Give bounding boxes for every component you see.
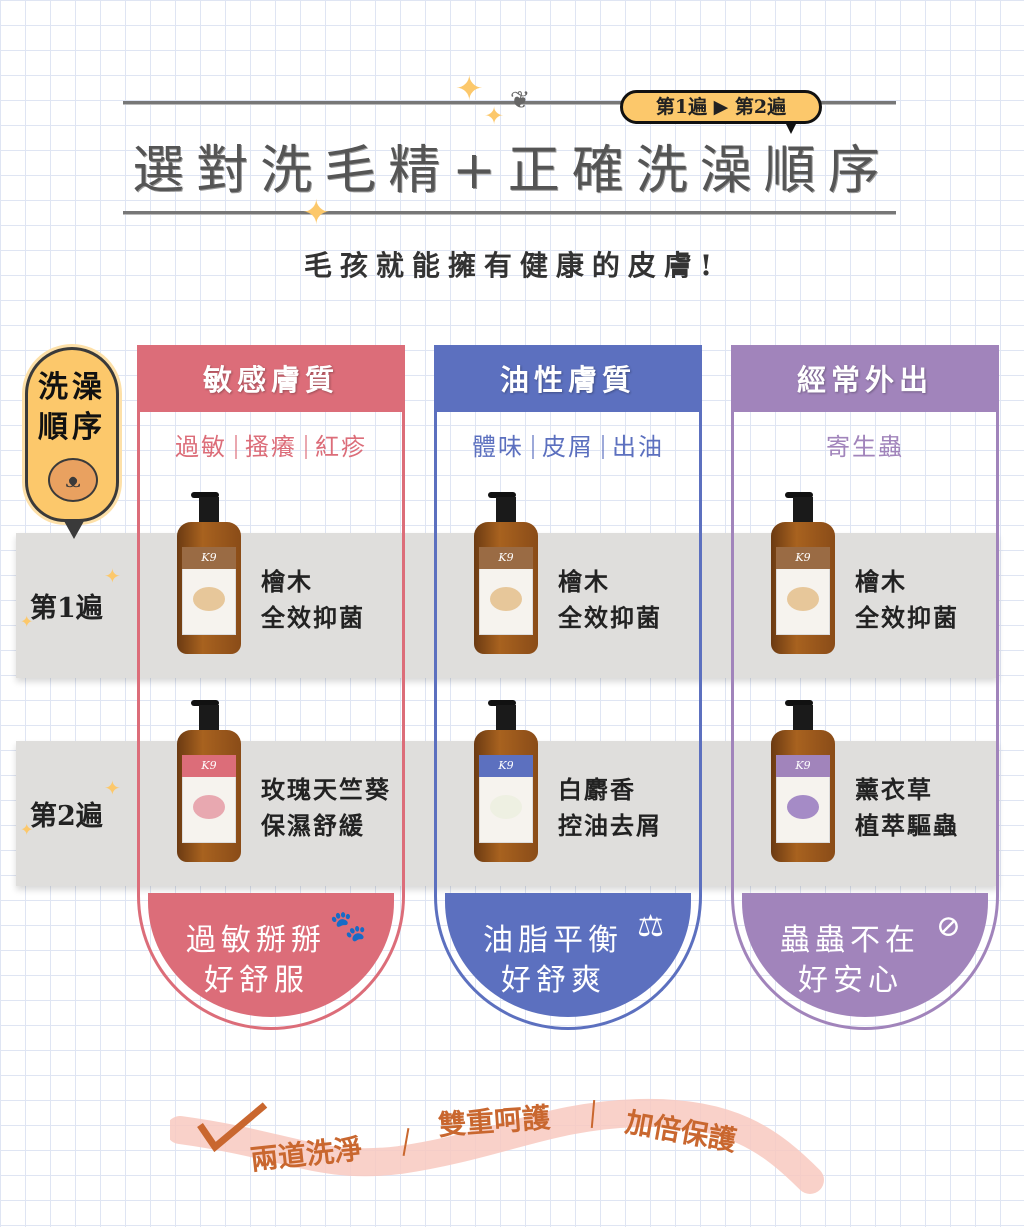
product-name: 薰衣草 植萃驅蟲	[855, 772, 959, 844]
tag-divider	[532, 435, 534, 459]
sparkle-icon: ✦	[20, 612, 34, 631]
title-rule-top	[123, 101, 896, 105]
product-scent: 檜木	[855, 567, 907, 596]
product-scent: 白麝香	[558, 775, 636, 804]
result-line-2: 好舒服	[204, 963, 309, 998]
no-mosquito-icon: ⊘	[935, 909, 966, 944]
shampoo-bottle-image: K9	[474, 492, 538, 654]
result-badge: 過敏掰掰 好舒服 🐾	[148, 893, 394, 1017]
product-scent: 檜木	[261, 567, 313, 596]
brand-logo: K9	[182, 755, 236, 777]
paw-icon: 🐾	[329, 909, 372, 944]
skin-issue-tag: 搔癢	[245, 433, 297, 461]
slogan-2: 雙重呵護	[437, 1101, 552, 1142]
sparkle-icon: ✦	[455, 69, 484, 109]
product-name: 檜木 全效抑菌	[855, 564, 959, 636]
brand-logo: K9	[776, 755, 830, 777]
result-badge: 蟲蟲不在 好安心 ⊘	[742, 893, 988, 1017]
sparkle-icon: ✦	[484, 102, 505, 130]
tag-divider	[235, 435, 237, 459]
shiba-dog-bath-icon: ᴥ	[48, 458, 98, 502]
wash-order-text: 洗澡	[38, 370, 106, 405]
column-title: 敏感膚質	[137, 345, 405, 412]
column-2: 經常外出 寄生蟲 K9 檜木 全效抑菌 K9 薰衣草 植萃驅蟲 蟲蟲不在 好安心…	[731, 345, 999, 1030]
column-title: 油性膚質	[434, 345, 702, 412]
skin-issue-tags: 過敏 搔癢 紅疹	[140, 427, 402, 462]
result-line-2: 好舒爽	[501, 963, 606, 998]
column-0: 敏感膚質 過敏 搔癢 紅疹 K9 檜木 全效抑菌 K9 玫瑰天竺葵 保濕舒緩 過敏掰…	[137, 345, 405, 1030]
order-badge: 第1遍 ▶ 第2遍	[620, 90, 822, 134]
product-effect: 植萃驅蟲	[855, 811, 959, 840]
wash-order-text: 順序	[38, 410, 106, 445]
tag-divider	[305, 435, 307, 459]
sparkle-icon: ✦	[20, 820, 34, 839]
sparkle-icon: ✦	[104, 564, 121, 588]
shampoo-bottle-image: K9	[474, 700, 538, 862]
skin-issue-tag: 寄生蟲	[826, 433, 904, 461]
balance-scale-icon: ⚖	[637, 909, 669, 944]
product-scent: 玫瑰天竺葵	[261, 775, 391, 804]
result-line-1: 蟲蟲不在	[780, 923, 920, 958]
shampoo-bottle-image: K9	[771, 492, 835, 654]
checkmark-icon	[197, 1102, 268, 1153]
brush-stroke	[170, 1098, 824, 1194]
product-scent: 檜木	[558, 567, 610, 596]
sparkle-icon: ✦	[104, 776, 121, 800]
product-scent: 薰衣草	[855, 775, 933, 804]
product-effect: 控油去屑	[558, 811, 662, 840]
page-title: 選對洗毛精+正確洗澡順序	[132, 141, 892, 201]
brand-logo: K9	[479, 755, 533, 777]
result-line-2: 好安心	[798, 963, 903, 998]
product-name: 玫瑰天竺葵 保濕舒緩	[261, 772, 391, 844]
shampoo-bottle-image: K9	[771, 700, 835, 862]
wash-order-label: 洗澡順序 ᴥ	[25, 347, 119, 539]
shampoo-bottle-image: K9	[177, 700, 241, 862]
product-effect: 全效抑菌	[558, 603, 662, 632]
round-2-label: 第2遍	[30, 801, 103, 832]
product-effect: 全效抑菌	[261, 603, 365, 632]
skin-issue-tag: 體味	[472, 433, 524, 461]
column-title: 經常外出	[731, 345, 999, 412]
ornament-icon: ❦	[510, 86, 531, 114]
shampoo-bottle-image: K9	[177, 492, 241, 654]
product-effect: 全效抑菌	[855, 603, 959, 632]
column-1: 油性膚質 體味 皮屑 出油 K9 檜木 全效抑菌 K9 白麝香 控油去屑 油脂平衡 …	[434, 345, 702, 1030]
skin-issue-tag: 紅疹	[315, 433, 367, 461]
result-badge: 油脂平衡 好舒爽 ⚖	[445, 893, 691, 1017]
product-name: 檜木 全效抑菌	[261, 564, 365, 636]
result-line-1: 過敏掰掰	[186, 923, 326, 958]
sparkle-icon: ✦	[302, 193, 331, 233]
product-name: 白麝香 控油去屑	[558, 772, 662, 844]
product-effect: 保濕舒緩	[261, 811, 365, 840]
brand-logo: K9	[479, 547, 533, 569]
skin-issue-tag: 出油	[612, 433, 664, 461]
brand-logo: K9	[182, 547, 236, 569]
skin-issue-tag: 過敏	[175, 433, 227, 461]
tag-divider	[602, 435, 604, 459]
skin-issue-tags: 寄生蟲	[734, 427, 996, 462]
result-line-1: 油脂平衡	[483, 923, 623, 958]
skin-issue-tag: 皮屑	[542, 433, 594, 461]
page-subtitle: 毛孩就能擁有健康的皮膚!	[303, 249, 721, 282]
skin-issue-tags: 體味 皮屑 出油	[437, 427, 699, 462]
brand-logo: K9	[776, 547, 830, 569]
round-1-label: 第1遍	[30, 593, 103, 624]
title-rule-bottom	[123, 211, 896, 215]
product-name: 檜木 全效抑菌	[558, 564, 662, 636]
